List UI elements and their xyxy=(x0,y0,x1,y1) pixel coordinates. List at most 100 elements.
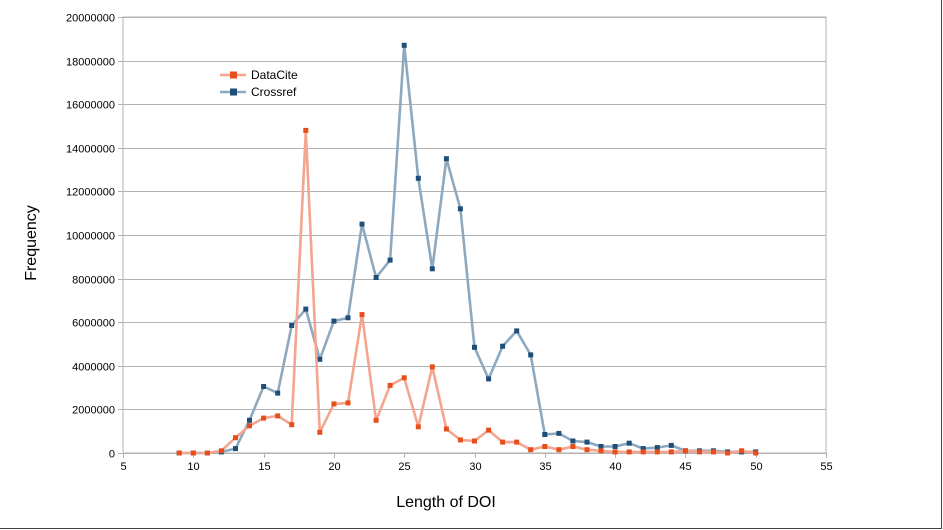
data-point-datacite xyxy=(739,448,745,454)
data-point-crossref xyxy=(626,440,632,446)
data-point-crossref xyxy=(275,390,281,396)
data-point-crossref xyxy=(542,432,548,437)
data-point-crossref xyxy=(500,343,506,349)
data-point-datacite xyxy=(612,449,618,455)
data-point-datacite xyxy=(275,413,281,419)
data-point-crossref xyxy=(303,306,309,312)
data-point-datacite xyxy=(415,424,421,430)
data-point-datacite xyxy=(261,415,267,421)
y-tick-label: 18000000 xyxy=(66,57,115,69)
series-layer xyxy=(176,42,759,456)
data-point-datacite xyxy=(514,439,520,445)
x-tick-label: 45 xyxy=(679,461,691,473)
data-point-datacite xyxy=(556,447,562,453)
data-point-datacite xyxy=(697,449,702,455)
data-point-datacite xyxy=(472,438,477,444)
y-tick-label: 12000000 xyxy=(66,187,115,199)
data-point-crossref xyxy=(457,206,463,212)
data-point-crossref xyxy=(514,328,520,334)
y-tick-label: 16000000 xyxy=(66,100,115,112)
data-point-crossref xyxy=(261,384,267,389)
data-point-crossref xyxy=(612,444,618,449)
data-point-crossref xyxy=(289,323,295,328)
data-point-datacite xyxy=(598,448,604,454)
x-tick-label: 30 xyxy=(469,461,481,473)
y-axis-title: Frequency xyxy=(23,205,40,281)
data-point-datacite xyxy=(640,449,646,455)
data-point-datacite xyxy=(654,449,660,455)
data-point-datacite xyxy=(387,382,393,388)
data-point-datacite xyxy=(176,450,182,456)
y-tick-label: 10000000 xyxy=(66,231,115,243)
data-point-crossref xyxy=(668,442,674,448)
x-tick-label: 40 xyxy=(609,461,621,473)
y-tick-label: 14000000 xyxy=(66,144,115,156)
x-tick-label: 15 xyxy=(258,461,270,473)
x-tick-label: 50 xyxy=(750,461,762,473)
data-point-datacite xyxy=(682,448,688,454)
data-point-crossref xyxy=(486,376,492,382)
data-point-datacite xyxy=(570,444,576,449)
data-point-crossref xyxy=(359,221,365,227)
data-point-datacite xyxy=(486,427,492,433)
data-point-crossref xyxy=(429,266,435,272)
x-tick-label: 10 xyxy=(187,461,199,473)
data-point-datacite xyxy=(190,450,196,456)
data-point-crossref xyxy=(443,156,449,162)
data-point-datacite xyxy=(443,426,449,432)
data-point-datacite xyxy=(753,450,759,456)
data-point-datacite xyxy=(542,444,548,449)
data-point-crossref xyxy=(331,318,337,324)
series-line-crossref xyxy=(179,43,756,455)
data-point-crossref xyxy=(570,438,576,444)
y-tick-label: 4000000 xyxy=(72,362,115,374)
data-point-datacite xyxy=(317,429,323,435)
data-point-crossref xyxy=(556,430,562,436)
gridlines xyxy=(122,16,827,454)
data-point-crossref xyxy=(401,42,407,48)
legend-label: DataCite xyxy=(251,68,298,82)
series-crossref xyxy=(176,42,759,456)
data-point-datacite xyxy=(204,450,210,456)
data-point-crossref xyxy=(373,275,379,280)
data-point-datacite xyxy=(500,439,506,445)
data-point-crossref xyxy=(598,444,604,449)
x-axis-title: Length of DOI xyxy=(396,494,496,511)
legend-item-crossref: Crossref xyxy=(220,85,297,99)
data-point-datacite xyxy=(373,417,379,423)
data-point-datacite xyxy=(528,447,534,453)
y-tick-label: 0 xyxy=(109,449,115,461)
data-point-datacite xyxy=(457,437,463,443)
data-point-crossref xyxy=(528,352,534,358)
data-point-datacite xyxy=(303,127,309,133)
legend-item-datacite: DataCite xyxy=(220,68,298,82)
data-point-datacite xyxy=(725,450,731,456)
data-point-crossref xyxy=(472,344,477,350)
data-point-crossref xyxy=(640,446,646,452)
series-datacite xyxy=(176,127,759,456)
series-line-datacite xyxy=(179,129,756,455)
data-point-crossref xyxy=(247,417,252,423)
data-point-crossref xyxy=(387,257,393,263)
data-point-datacite xyxy=(429,364,435,370)
data-point-datacite xyxy=(233,435,238,441)
data-point-datacite xyxy=(626,449,632,455)
y-tick-label: 6000000 xyxy=(72,318,115,330)
x-tick-label: 35 xyxy=(539,461,551,473)
data-point-crossref xyxy=(415,175,421,181)
legend-marker xyxy=(230,71,237,79)
data-point-crossref xyxy=(584,439,590,445)
data-point-datacite xyxy=(359,312,365,318)
data-point-datacite xyxy=(345,400,351,406)
x-tick-label: 25 xyxy=(398,461,410,473)
data-point-crossref xyxy=(233,446,238,452)
y-tick-label: 2000000 xyxy=(72,405,115,417)
data-point-datacite xyxy=(668,449,674,455)
data-point-datacite xyxy=(711,449,716,455)
y-tick-label: 20000000 xyxy=(66,13,115,25)
data-point-datacite xyxy=(289,422,295,428)
data-point-datacite xyxy=(218,448,224,454)
data-point-datacite xyxy=(584,447,590,453)
y-tick-label: 8000000 xyxy=(72,275,115,287)
